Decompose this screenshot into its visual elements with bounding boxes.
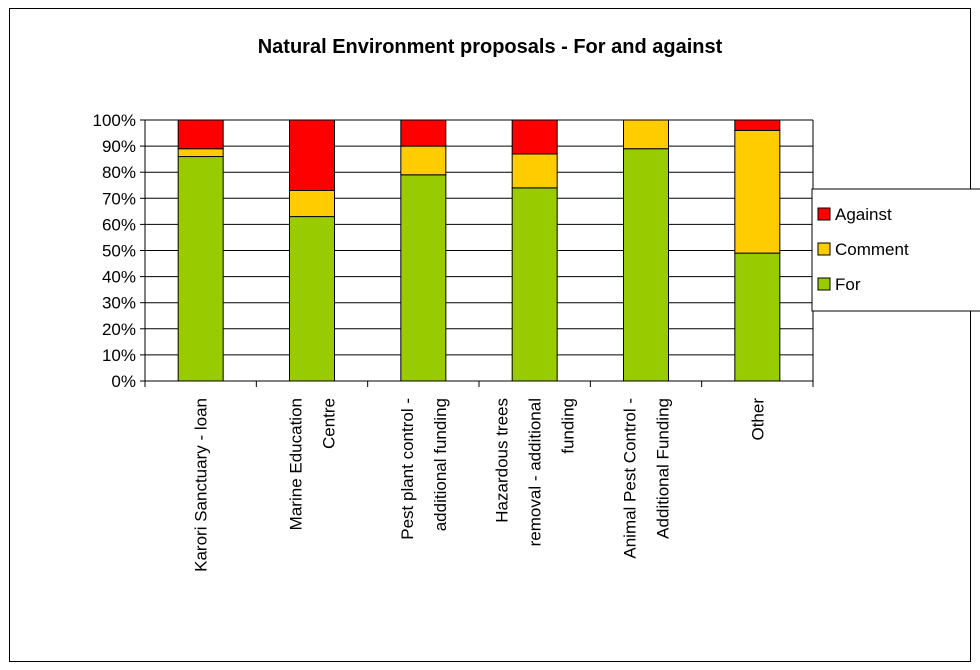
bar-segment-for (400, 174, 447, 382)
x-tick-label: Karori Sanctuary - loan (192, 398, 211, 572)
legend-label-against: Against (835, 205, 892, 224)
bar-segment-against (177, 119, 224, 150)
bar-segment-comment (511, 153, 558, 189)
legend-label-comment: Comment (835, 240, 909, 259)
x-tick-label-line: Other (748, 398, 767, 441)
x-tick-label-line: additional funding (431, 398, 450, 531)
x-tick-label-line: Pest plant control - (398, 398, 417, 540)
chart-title: Natural Environment proposals - For and … (258, 36, 723, 58)
bar-segment-comment (623, 119, 669, 150)
bar-segment-for (177, 156, 224, 382)
y-tick-label: 60% (102, 215, 136, 234)
legend-swatch-for (817, 277, 831, 291)
plot-area: 0% 10% 20% 30% 40% 50% 60% 70% 80% 90% 100% Karori … (93, 111, 814, 572)
x-tick-label-line: Marine Education (287, 398, 306, 530)
x-tick-label-line: Animal Pest Control - (621, 398, 640, 559)
y-tick-label: 70% (102, 189, 136, 208)
x-tick-label-line: Centre (320, 398, 339, 449)
bar-segment-for (623, 148, 669, 382)
bar-segment-against (734, 119, 781, 131)
y-tick-label: 80% (102, 163, 136, 182)
legend-box (811, 188, 980, 312)
y-tick-label: 30% (102, 294, 136, 313)
bar-segment-comment (734, 129, 781, 254)
legend: Against Comment For (811, 188, 980, 312)
bar-segment-for (734, 252, 781, 382)
y-tick-label: 40% (102, 268, 136, 287)
bar-segment-against (400, 119, 447, 147)
bar-segment-against (289, 119, 335, 191)
x-tick-label: Pest plant control - additional funding (398, 398, 450, 540)
y-tick-label: 10% (102, 346, 136, 365)
legend-swatch-against (817, 207, 831, 221)
y-tick-label: 90% (102, 137, 136, 156)
y-tick-label: 0% (111, 372, 136, 391)
bar-segment-comment (289, 189, 335, 218)
x-tick-label: Animal Pest Control - Additional Funding (621, 398, 673, 559)
bar-segment-against (511, 119, 558, 155)
bar-segment-comment (177, 148, 224, 158)
y-tick-label: 50% (102, 242, 136, 261)
x-tick-label-line: funding (559, 398, 578, 454)
bar-segment-for (511, 187, 558, 382)
x-tick-label: Hazardous trees removal - additional fundi… (493, 398, 578, 546)
x-tick-label: Other (748, 398, 767, 441)
x-tick-label-line: Additional Funding (654, 398, 673, 539)
x-tick-label: Marine Education Centre (287, 398, 339, 530)
x-tick-label-line: Hazardous trees (493, 398, 512, 523)
x-tick-label-line: Karori Sanctuary - loan (192, 398, 211, 572)
bar-segment-comment (400, 145, 447, 176)
x-tick-label-line: removal - additional (526, 398, 545, 546)
legend-label-for: For (835, 275, 861, 294)
y-tick-label: 20% (102, 320, 136, 339)
y-tick-label: 100% (93, 111, 136, 130)
legend-swatch-comment (817, 242, 831, 256)
bar-segment-for (289, 216, 335, 382)
